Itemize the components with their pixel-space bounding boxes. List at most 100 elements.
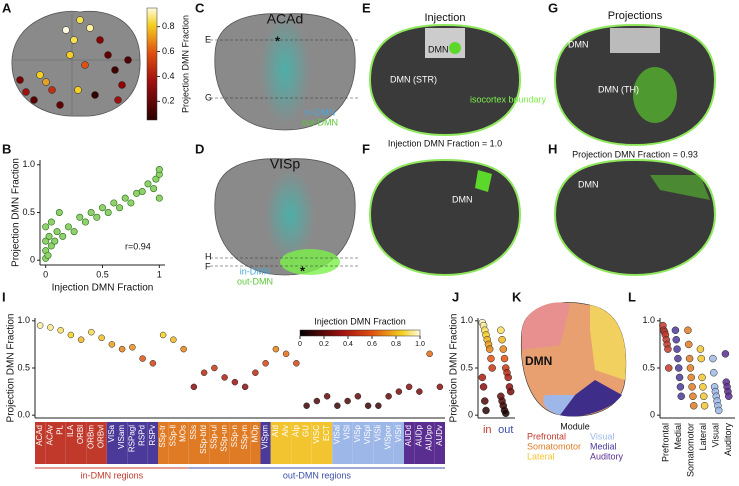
category-box (383, 422, 394, 464)
point (697, 354, 705, 363)
x-tick-label: ACAd (35, 425, 44, 446)
point (155, 166, 163, 174)
category-box (322, 422, 333, 464)
point (70, 228, 78, 236)
x-tick-label: ECT (322, 425, 331, 441)
coronal-section (553, 158, 717, 277)
point (138, 188, 146, 196)
panel-label: A (2, 0, 12, 15)
point (676, 383, 685, 391)
brain-top-view: * (210, 158, 358, 278)
point (690, 401, 698, 410)
point (303, 402, 310, 409)
point (709, 354, 717, 363)
x-tick-label: VISpm (261, 425, 270, 449)
category-box (363, 422, 374, 464)
point (152, 175, 160, 183)
point (108, 341, 116, 348)
point (88, 328, 95, 336)
category-box (229, 422, 240, 464)
panel-title: VISp (270, 156, 301, 172)
annotation: DMN (525, 354, 552, 368)
point (485, 345, 494, 353)
point (699, 383, 707, 391)
point (698, 373, 706, 382)
caption: Injection DMN Fraction = 1.0 (388, 138, 502, 148)
coronal-section (368, 23, 522, 137)
legend-entry: Auditory (590, 451, 624, 461)
point (110, 199, 118, 207)
point (677, 392, 685, 401)
colorbar-title: Injection DMN Fraction (314, 316, 406, 326)
point (87, 209, 95, 217)
panel-label: J (452, 289, 459, 304)
category-box (250, 422, 261, 464)
category-box (219, 422, 230, 464)
point (725, 392, 733, 401)
section-label: G (205, 92, 212, 102)
point (395, 388, 403, 395)
y-axis-label: Projection DMN Fraction (449, 314, 460, 423)
point (700, 392, 708, 401)
x-tick-label: 1 (157, 269, 162, 279)
x-tick-label: RSPagl (127, 425, 136, 452)
panel-label: I (2, 289, 6, 304)
colorbar-tick-label: 0.8 (391, 341, 401, 348)
colorbar-tick-label: 0.8 (162, 21, 175, 31)
x-tick-label: in (483, 424, 492, 436)
category-box (352, 422, 363, 464)
point (375, 402, 382, 409)
category-box (147, 422, 158, 464)
section-label: E (205, 34, 211, 44)
point (487, 354, 495, 363)
point (104, 209, 112, 217)
point (344, 397, 351, 405)
panel-title: Projections (608, 10, 663, 22)
point (129, 343, 136, 351)
x-axis-label: Injection DMN Fraction (52, 283, 154, 294)
point (436, 383, 444, 391)
colorbar-tick-label: 0.2 (319, 341, 329, 348)
y-tick-label: 0 (30, 255, 35, 265)
point (673, 345, 681, 353)
panel-label: C (195, 0, 205, 15)
point (688, 383, 696, 391)
legend-entry: out-DMN (237, 276, 273, 286)
colorbar (299, 329, 421, 337)
category-box (86, 422, 97, 464)
point (121, 194, 129, 202)
point (426, 350, 433, 358)
x-tick-label: VISam (117, 425, 126, 449)
colorbar-tick-label: 0.6 (367, 341, 377, 348)
point (200, 369, 208, 376)
point (272, 345, 280, 353)
category-box (291, 422, 302, 464)
panel-title: ACAd (267, 11, 304, 27)
point (252, 369, 259, 376)
point (262, 360, 269, 367)
legend-title: Module (560, 421, 590, 431)
point (416, 388, 423, 395)
category-box (373, 422, 384, 464)
point (170, 336, 177, 343)
x-tick-label: Visual (711, 423, 721, 447)
y-tick-label: 1.0 (17, 315, 30, 325)
x-tick-label: PL (56, 424, 65, 434)
point (211, 364, 218, 372)
point (684, 326, 692, 335)
point (685, 340, 693, 349)
x-tick-label: SSp-bfd (199, 425, 208, 454)
legend-entry: Visual (590, 431, 614, 441)
point (672, 335, 680, 344)
svg-text:*: * (275, 33, 281, 48)
annotation: DMN (428, 44, 449, 54)
point (42, 237, 50, 245)
annotation: isocortex boundary (470, 94, 547, 104)
y-tick-label: 0.5 (17, 362, 30, 372)
point (64, 223, 72, 231)
category-box (137, 422, 148, 464)
x-tick-label: MOs (179, 425, 188, 442)
panel-title: Injection (425, 12, 466, 24)
x-tick-label: VISpl (363, 425, 372, 444)
